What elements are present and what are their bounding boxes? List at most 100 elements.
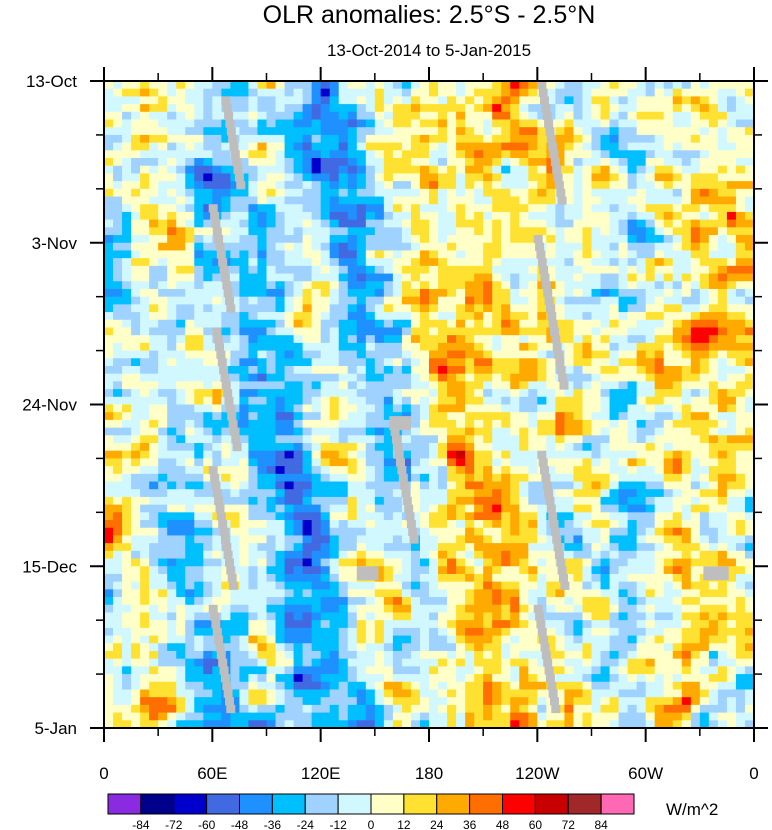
heatmap-cell bbox=[645, 288, 656, 298]
heatmap-cell bbox=[465, 342, 475, 352]
heatmap-cell bbox=[275, 450, 286, 460]
heatmap-cell bbox=[248, 612, 259, 621]
heatmap-cell bbox=[329, 450, 340, 460]
heatmap-cell bbox=[474, 450, 484, 460]
heatmap-cell bbox=[663, 566, 674, 575]
heatmap-cell bbox=[293, 312, 304, 321]
heatmap-cell bbox=[708, 219, 719, 228]
heatmap-cell bbox=[672, 473, 683, 483]
heatmap-cell bbox=[465, 119, 475, 128]
heatmap-cell bbox=[131, 242, 141, 252]
heatmap-cell bbox=[140, 96, 150, 105]
heatmap-cell bbox=[257, 181, 268, 190]
heatmap-cell bbox=[501, 550, 511, 560]
heatmap-cell bbox=[744, 373, 754, 382]
heatmap-cell bbox=[302, 204, 313, 213]
heatmap-cell bbox=[519, 419, 529, 429]
heatmap-cell bbox=[356, 473, 367, 483]
heatmap-cell bbox=[717, 242, 728, 252]
heatmap-cell bbox=[176, 443, 186, 452]
heatmap-cell bbox=[401, 381, 412, 390]
heatmap-cell bbox=[248, 181, 259, 190]
heatmap-cell bbox=[275, 81, 286, 90]
heatmap-cell bbox=[654, 504, 665, 513]
heatmap-cell bbox=[401, 427, 412, 436]
heatmap-cell bbox=[474, 581, 484, 590]
heatmap-cell bbox=[203, 296, 213, 305]
heatmap-cell bbox=[663, 489, 674, 498]
heatmap-cell bbox=[663, 81, 674, 90]
heatmap-cell bbox=[609, 81, 620, 90]
heatmap-cell bbox=[203, 281, 213, 290]
heatmap-cell bbox=[383, 304, 394, 313]
heatmap-cell bbox=[140, 396, 150, 406]
heatmap-cell bbox=[654, 466, 665, 475]
heatmap-cell bbox=[519, 327, 529, 336]
heatmap-cell bbox=[284, 119, 295, 128]
heatmap-cell bbox=[185, 258, 195, 267]
heatmap-cell bbox=[483, 188, 493, 198]
heatmap-cell bbox=[447, 119, 457, 128]
heatmap-cell bbox=[113, 173, 123, 182]
heatmap-cell bbox=[311, 381, 322, 390]
heatmap-cell bbox=[438, 358, 448, 367]
heatmap-cell bbox=[663, 350, 674, 359]
heatmap-cell bbox=[627, 181, 638, 190]
heatmap-cell bbox=[338, 473, 349, 483]
heatmap-cell bbox=[266, 373, 277, 382]
heatmap-cell bbox=[672, 335, 683, 344]
heatmap-cell bbox=[672, 481, 683, 490]
heatmap-cell bbox=[329, 473, 340, 483]
heatmap-cell bbox=[483, 235, 493, 244]
heatmap-cell bbox=[483, 389, 493, 398]
heatmap-cell bbox=[726, 527, 737, 537]
heatmap-cell bbox=[501, 304, 511, 313]
heatmap-cell bbox=[365, 204, 376, 213]
heatmap-cell bbox=[356, 219, 367, 228]
heatmap-cell bbox=[663, 358, 674, 367]
heatmap-cell bbox=[185, 535, 195, 544]
heatmap-cell bbox=[329, 127, 340, 136]
heatmap-cell bbox=[392, 273, 403, 282]
heatmap-cell bbox=[410, 196, 421, 205]
chart-subtitle: 13-Oct-2014 to 5-Jan-2015 bbox=[327, 41, 531, 60]
heatmap-cell bbox=[419, 304, 430, 313]
heatmap-cell bbox=[735, 527, 746, 537]
heatmap-cell bbox=[672, 111, 683, 121]
heatmap-cell bbox=[726, 381, 737, 390]
heatmap-cell bbox=[447, 312, 457, 321]
heatmap-cell bbox=[726, 435, 737, 444]
heatmap-cell bbox=[329, 88, 340, 97]
heatmap-cell bbox=[293, 219, 304, 228]
heatmap-cell bbox=[311, 458, 322, 467]
heatmap-cell bbox=[744, 327, 754, 336]
heatmap-cell bbox=[528, 427, 538, 436]
heatmap-cell bbox=[194, 489, 204, 498]
heatmap-cell bbox=[735, 250, 746, 259]
heatmap-cell bbox=[419, 150, 430, 159]
heatmap-cell bbox=[185, 219, 195, 228]
heatmap-cell bbox=[230, 381, 241, 390]
heatmap-cell bbox=[185, 550, 195, 560]
heatmap-cell bbox=[546, 381, 556, 390]
heatmap-cell bbox=[383, 188, 394, 198]
heatmap-cell bbox=[194, 389, 204, 398]
heatmap-cell bbox=[311, 581, 322, 590]
heatmap-cell bbox=[266, 150, 277, 159]
heatmap-cell bbox=[356, 88, 367, 97]
heatmap-cell bbox=[492, 419, 502, 429]
heatmap-cell bbox=[627, 127, 638, 136]
heatmap-cell bbox=[419, 504, 430, 513]
heatmap-cell bbox=[600, 427, 611, 436]
heatmap-cell bbox=[383, 597, 394, 606]
heatmap-cell bbox=[203, 250, 213, 259]
heatmap-cell bbox=[131, 350, 141, 359]
heatmap-cell bbox=[365, 597, 376, 606]
heatmap-cell bbox=[140, 319, 150, 329]
heatmap-cell bbox=[591, 435, 602, 444]
heatmap-cell bbox=[320, 312, 331, 321]
heatmap-cell bbox=[257, 81, 268, 90]
heatmap-cell bbox=[149, 165, 159, 175]
heatmap-cell bbox=[699, 242, 710, 252]
heatmap-cell bbox=[239, 158, 250, 167]
